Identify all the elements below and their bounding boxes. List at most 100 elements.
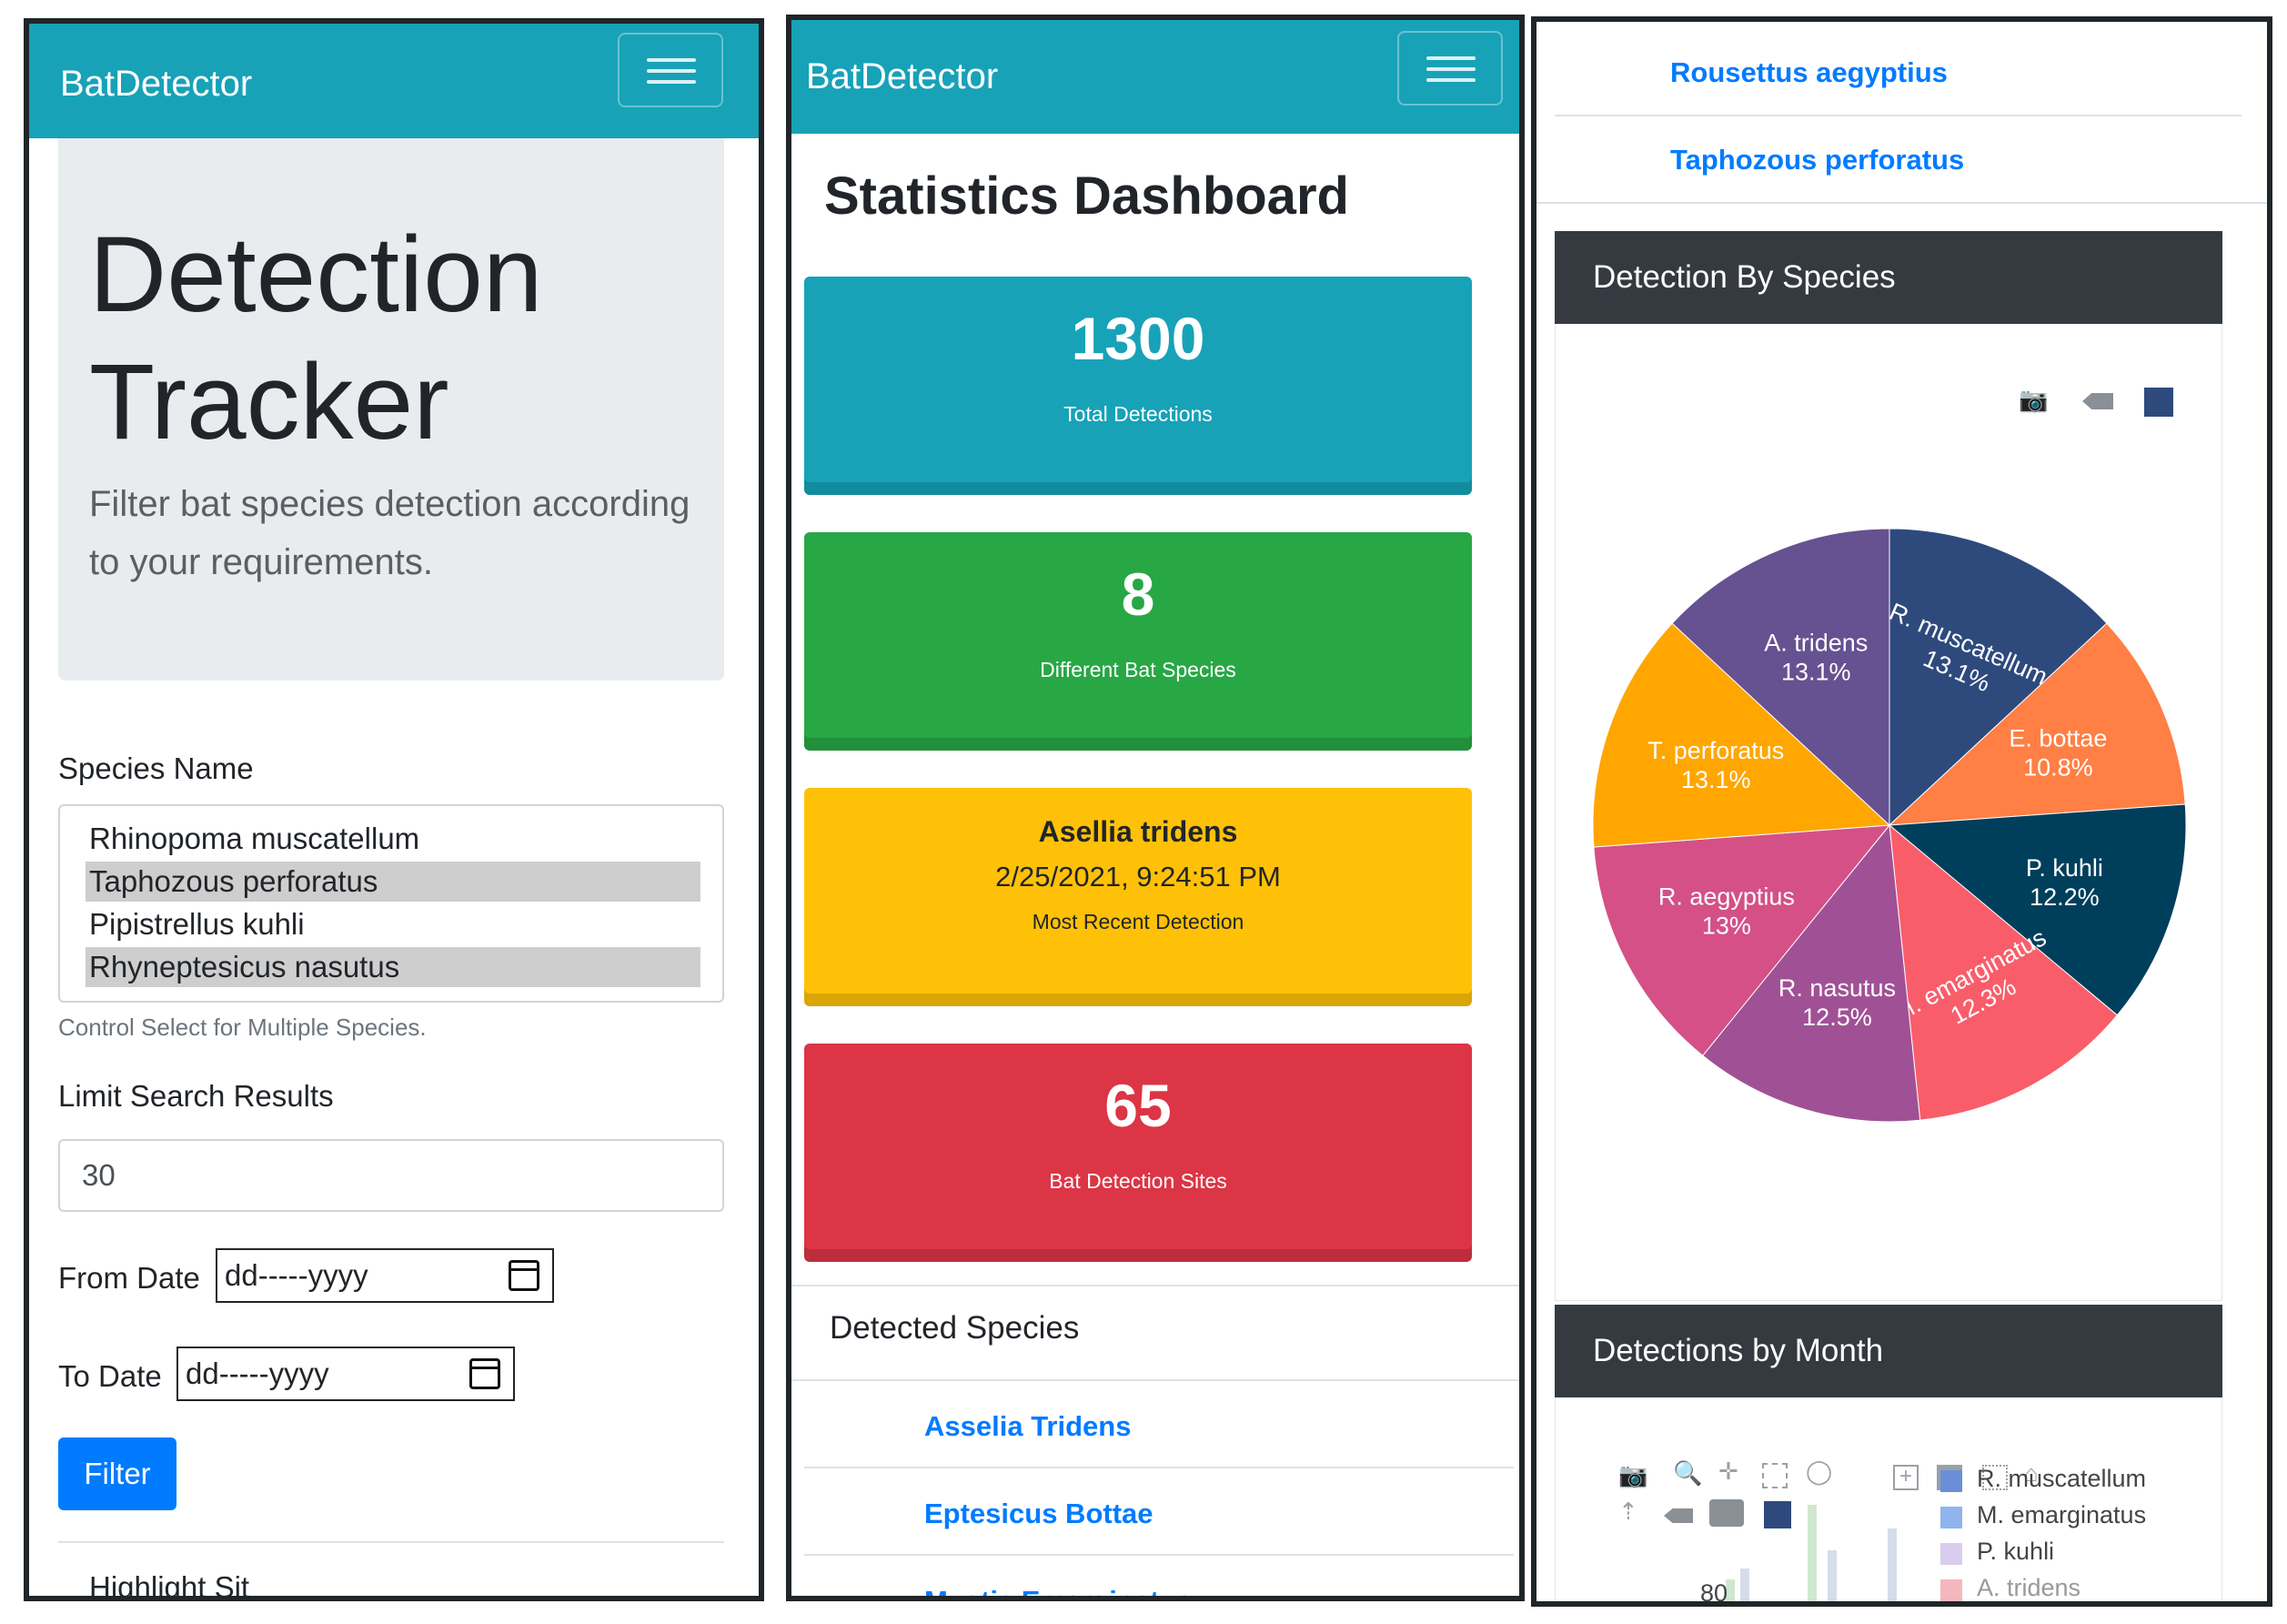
detection-sites-label: Bat Detection Sites <box>1049 1169 1227 1193</box>
limit-input[interactable]: 30 <box>58 1139 724 1212</box>
pie-slice[interactable] <box>1889 528 2108 827</box>
from-date-placeholder: dd-----yyyy <box>225 1258 368 1292</box>
pie-slice-label: E. bottae 10.8% <box>2009 725 2107 782</box>
detection-tracker-panel: BatDetector Detection Tracker Filter bat… <box>24 18 764 1601</box>
highlight-sites-label: Highlight Sit <box>89 1570 250 1601</box>
recent-detection-card: Asellia tridens 2/25/2021, 9:24:51 PM Mo… <box>804 788 1472 1006</box>
month-chart-title: Detections by Month <box>1555 1305 2222 1397</box>
legend-swatch[interactable] <box>1940 1470 1962 1492</box>
species-link[interactable]: Taphozous perforatus <box>1670 144 1965 176</box>
species-link[interactable]: Eptesicus Bottae <box>924 1498 1154 1529</box>
camera-icon[interactable]: 📷 <box>2019 386 2049 413</box>
dashboard-title: Statistics Dashboard <box>824 166 1349 226</box>
pie-slice-label: P. kuhli 12.2% <box>2026 854 2103 911</box>
species-help-text: Control Select for Multiple Species. <box>58 1014 427 1041</box>
divider <box>1536 202 2267 204</box>
species-option[interactable]: Rhinopoma muscatellum <box>89 822 420 855</box>
divider <box>791 1285 1519 1286</box>
species-option[interactable]: Taphozous perforatus <box>86 862 700 902</box>
zoom-icon[interactable]: 🔍 <box>1673 1459 1703 1487</box>
species-link[interactable]: Myotis Emarginatus <box>924 1585 1193 1601</box>
title-line-2: Tracker <box>89 342 449 462</box>
from-date-input[interactable]: dd-----yyyy <box>216 1248 554 1303</box>
autoscale-icon[interactable] <box>1982 1465 2008 1490</box>
box-select-icon[interactable] <box>1762 1463 1788 1488</box>
camera-icon[interactable]: 📷 <box>1618 1461 1648 1488</box>
pie-slice[interactable] <box>1702 823 1921 1123</box>
pie-slice[interactable] <box>1592 622 1891 848</box>
species-option[interactable]: Pipistrellus kuhli <box>89 907 305 941</box>
hover-closest-icon[interactable] <box>1664 1508 1693 1523</box>
navbar: BatDetector <box>791 20 1519 134</box>
species-label: Species Name <box>58 751 254 785</box>
month-bar <box>1808 1505 1817 1601</box>
species-pie-chart: R. muscatellum13.1%E. bottae 10.8%P. kuhl… <box>1592 528 2187 1123</box>
species-link[interactable]: Rousettus aegyptius <box>1670 56 1948 88</box>
legend-swatch[interactable] <box>1940 1579 1962 1601</box>
spike-lines-icon[interactable]: ⇡ <box>1618 1498 1638 1525</box>
charts-panel: Rousettus aegyptius Taphozous perforatus… <box>1531 16 2272 1607</box>
pan-icon[interactable]: ✛ <box>1718 1458 1738 1485</box>
jumbotron: Detection Tracker Filter bat species det… <box>58 138 724 681</box>
statistics-dashboard-panel: BatDetector Statistics Dashboard 1300 To… <box>786 15 1525 1601</box>
plotly-logo-icon[interactable] <box>1764 1501 1791 1528</box>
title-line-1: Detection <box>89 215 543 335</box>
recent-label: Most Recent Detection <box>1032 910 1244 933</box>
species-count-label: Different Bat Species <box>1040 658 1236 681</box>
species-count-value: 8 <box>1121 560 1155 628</box>
legend-label[interactable]: P. kuhli <box>1977 1538 2055 1565</box>
pie-slice-label: R. nasutus 12.5% <box>1778 974 1896 1031</box>
detection-sites-value: 65 <box>1104 1072 1172 1139</box>
legend-label[interactable]: R. muscatellum <box>1977 1465 2147 1492</box>
tag-icon[interactable] <box>2082 393 2113 409</box>
detection-sites-card: 65 Bat Detection Sites <box>804 1044 1472 1262</box>
calendar-icon[interactable] <box>469 1358 500 1389</box>
pie-slice[interactable] <box>1671 528 1890 827</box>
total-detections-label: Total Detections <box>1063 402 1213 426</box>
species-count-card: 8 Different Bat Species <box>804 532 1472 751</box>
legend-swatch[interactable] <box>1940 1543 1962 1565</box>
zoom-in-icon[interactable]: + <box>1893 1465 1919 1490</box>
pie-slice-label: R. aegyptius 13% <box>1658 883 1795 940</box>
species-option[interactable]: Rhyneptesicus nasutus <box>86 947 700 987</box>
pie-slice[interactable] <box>1888 803 2187 1016</box>
limit-label: Limit Search Results <box>58 1079 334 1113</box>
divider <box>791 1379 1519 1381</box>
navbar-toggler-icon[interactable] <box>618 33 723 107</box>
page-title: Detection Tracker <box>89 211 543 466</box>
species-select[interactable]: Rhinopoma muscatellum Taphozous perforat… <box>58 804 724 1003</box>
recent-datetime: 2/25/2021, 9:24:51 PM <box>995 861 1281 893</box>
pie-slice-label: A. tridens 13.1% <box>1764 630 1868 686</box>
legend-label[interactable]: A. tridens <box>1977 1574 2081 1601</box>
from-date-label: From Date <box>58 1261 200 1295</box>
divider <box>58 1541 724 1543</box>
reset-axes-icon[interactable]: ⌂ <box>2024 1459 2039 1487</box>
navbar-toggler-icon[interactable] <box>1397 31 1503 106</box>
recent-species: Asellia tridens <box>1038 815 1238 848</box>
month-bar <box>1888 1528 1897 1601</box>
month-bar <box>1740 1569 1749 1601</box>
plotly-logo-icon[interactable] <box>2144 388 2173 417</box>
pie-slice[interactable] <box>1889 823 2119 1121</box>
divider <box>804 1554 1514 1556</box>
navbar-brand[interactable]: BatDetector <box>60 64 253 104</box>
y-axis-tick: 80 <box>1700 1579 1728 1607</box>
to-date-label: To Date <box>58 1359 162 1393</box>
calendar-icon[interactable] <box>509 1260 539 1291</box>
month-bar <box>1726 1579 1735 1601</box>
divider <box>1555 115 2242 116</box>
hover-compare-icon[interactable] <box>1709 1499 1744 1527</box>
filter-button[interactable]: Filter <box>58 1437 176 1510</box>
pie-slice-label: T. perforatus 13.1% <box>1647 737 1784 793</box>
navbar-brand[interactable]: BatDetector <box>806 56 999 96</box>
pie-slice[interactable] <box>1593 824 1891 1056</box>
pie-slice[interactable] <box>1888 622 2186 826</box>
total-detections-card: 1300 Total Detections <box>804 277 1472 495</box>
navbar: BatDetector <box>29 24 759 138</box>
legend-label[interactable]: M. emarginatus <box>1977 1501 2147 1528</box>
species-chart-title: Detection By Species <box>1555 231 2222 324</box>
species-link[interactable]: Asselia Tridens <box>924 1410 1132 1442</box>
to-date-input[interactable]: dd-----yyyy <box>176 1347 515 1401</box>
legend-swatch[interactable] <box>1940 1507 1962 1528</box>
lasso-icon[interactable]: ◯ <box>1806 1458 1833 1485</box>
